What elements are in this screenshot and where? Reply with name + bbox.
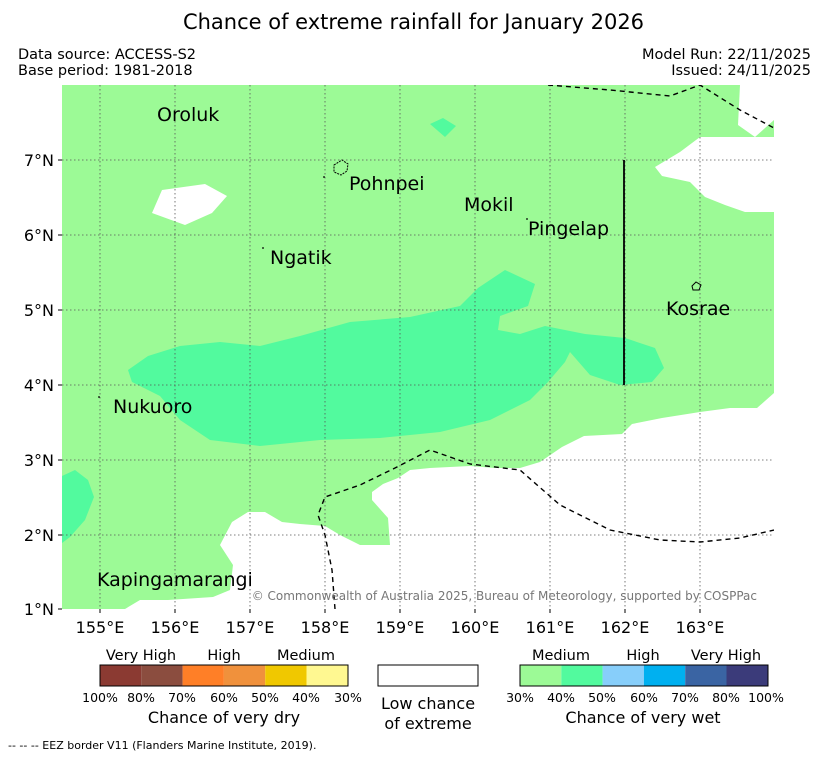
lon-label: 158°E bbox=[301, 618, 350, 637]
low-chance-legend: Low chance of extreme bbox=[377, 664, 479, 733]
place-label-kosrae: Kosrae bbox=[666, 298, 730, 320]
ant-atoll-dot bbox=[323, 176, 325, 178]
wet-swatch bbox=[520, 665, 562, 686]
pohnpei-island bbox=[333, 159, 349, 176]
wet-swatch bbox=[561, 665, 603, 686]
dry-swatch bbox=[306, 665, 348, 686]
wet-pct: 50% bbox=[588, 690, 616, 705]
wet-swatch bbox=[602, 665, 644, 686]
place-label-pohnpei: Pohnpei bbox=[349, 173, 425, 195]
data-source: Data source: ACCESS-S2 bbox=[18, 47, 197, 63]
lon-label: 163°E bbox=[676, 618, 725, 637]
dry-pct: 40% bbox=[292, 690, 320, 705]
lat-label: 3°N bbox=[24, 451, 54, 470]
place-label-ngatik: Ngatik bbox=[270, 247, 332, 269]
lat-label: 4°N bbox=[24, 376, 54, 395]
data-info: Data source: ACCESS-S2 Base period: 1981… bbox=[18, 47, 196, 79]
lat-label: 7°N bbox=[24, 151, 54, 170]
dry-pct: 70% bbox=[168, 690, 196, 705]
wet-category-high: High bbox=[626, 648, 659, 664]
wet-pct: 80% bbox=[712, 690, 740, 705]
copyright-notice: © Commonwealth of Australia 2025, Bureau… bbox=[252, 589, 757, 603]
wet-swatch bbox=[726, 665, 768, 686]
place-label-oroluk: Oroluk bbox=[157, 104, 219, 126]
model-run: Model Run: 22/11/2025 bbox=[641, 47, 811, 63]
dry-pct: 100% bbox=[82, 690, 118, 705]
lon-label: 159°E bbox=[376, 618, 425, 637]
wet-category-medium: Medium bbox=[532, 648, 590, 664]
wet-pct: 70% bbox=[671, 690, 699, 705]
run-info: Model Run: 22/11/2025 Issued: 24/11/2025 bbox=[642, 47, 811, 79]
wet-category-very-high: Very High bbox=[691, 648, 761, 664]
lat-label: 6°N bbox=[24, 226, 54, 245]
lat-label: 1°N bbox=[24, 600, 54, 619]
dry-pct: 80% bbox=[127, 690, 155, 705]
wet-caption: Chance of very wet bbox=[565, 708, 720, 727]
low-chance-area-ne-top bbox=[738, 85, 774, 137]
dry-swatch bbox=[223, 665, 266, 686]
wet-pct: 100% bbox=[748, 690, 784, 705]
lat-label: 5°N bbox=[24, 301, 54, 320]
low-chance-caption-1: Low chance bbox=[381, 694, 475, 713]
low-chance-area-north bbox=[152, 184, 227, 225]
lon-label: 155°E bbox=[76, 618, 125, 637]
eez-legend-note: -- -- -- EEZ border V11 (Flanders Marine… bbox=[8, 739, 317, 752]
wet-pct: 40% bbox=[547, 690, 575, 705]
dry-legend: Very High High Medium 100% 80% 70% 60% 5… bbox=[82, 648, 362, 727]
issued-date: Issued: 24/11/2025 bbox=[671, 63, 811, 79]
wet-swatch bbox=[685, 665, 727, 686]
high-wet-region bbox=[128, 270, 664, 446]
pingelap-dot bbox=[526, 218, 528, 220]
dry-pct: 60% bbox=[210, 690, 238, 705]
dry-swatch bbox=[265, 665, 307, 686]
graticule bbox=[62, 85, 774, 609]
dry-pct: 50% bbox=[251, 690, 279, 705]
lat-ticks: 7°N 6°N 5°N 4°N 3°N 2°N 1°N bbox=[24, 151, 62, 619]
map-area bbox=[62, 85, 774, 609]
high-wet-region-west bbox=[62, 470, 94, 543]
dry-swatch bbox=[182, 665, 224, 686]
wet-swatch bbox=[643, 665, 686, 686]
dry-pct: 30% bbox=[334, 690, 362, 705]
place-label-pingelap: Pingelap bbox=[528, 218, 609, 240]
lat-label: 2°N bbox=[24, 526, 54, 545]
dry-swatch bbox=[100, 665, 142, 686]
wet-pct: 60% bbox=[630, 690, 658, 705]
place-label-kapingamarangi: Kapingamarangi bbox=[97, 569, 253, 591]
place-label-nukuoro: Nukuoro bbox=[113, 396, 192, 418]
dry-caption: Chance of very dry bbox=[148, 708, 300, 727]
low-chance-area-ne bbox=[655, 137, 774, 212]
high-wet-region-oroluk bbox=[430, 118, 456, 137]
ngatik-dot bbox=[262, 247, 264, 249]
low-chance-swatch bbox=[377, 664, 479, 687]
dry-swatch bbox=[141, 665, 183, 686]
lon-ticks: 155°E 156°E 157°E 158°E 159°E 160°E 161°… bbox=[76, 609, 725, 637]
lon-label: 156°E bbox=[151, 618, 200, 637]
low-chance-caption-2: of extreme bbox=[384, 714, 471, 733]
place-labels: Oroluk Pohnpei Mokil Pingelap Ngatik Kos… bbox=[97, 104, 730, 591]
dry-category-high: High bbox=[207, 648, 240, 664]
wet-legend: Medium High Very High 30% 40% 50% 60% 70… bbox=[506, 648, 784, 727]
dry-category-medium: Medium bbox=[277, 648, 335, 664]
kosrae-island bbox=[691, 281, 702, 291]
place-label-mokil: Mokil bbox=[464, 194, 514, 216]
low-chance-area-south bbox=[125, 393, 774, 609]
lon-label: 160°E bbox=[451, 618, 500, 637]
base-period: Base period: 1981-2018 bbox=[18, 63, 193, 79]
lon-label: 162°E bbox=[601, 618, 650, 637]
map-title: Chance of extreme rainfall for January 2… bbox=[182, 10, 645, 34]
lon-label: 161°E bbox=[526, 618, 575, 637]
dry-category-very-high: Very High bbox=[106, 648, 176, 664]
lon-label: 157°E bbox=[226, 618, 275, 637]
nukuoro-dot bbox=[98, 396, 100, 398]
wet-pct: 30% bbox=[506, 690, 534, 705]
eez-border bbox=[317, 85, 774, 609]
